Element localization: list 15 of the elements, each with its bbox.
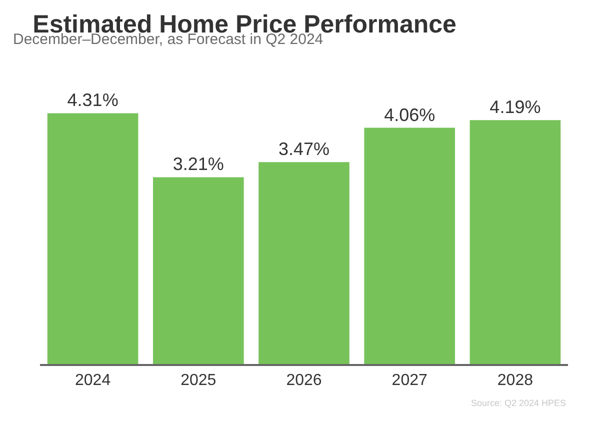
x-tick-label: 2026 [286,372,322,389]
bar [364,128,456,364]
bar [470,120,561,364]
data-label: 4.06% [384,104,436,125]
data-label: 4.19% [490,97,541,118]
x-tick-label: 2024 [75,372,111,389]
x-tick-label: 2025 [180,372,216,389]
x-tick-label: 2027 [392,372,428,389]
x-tick-label: 2028 [497,372,534,389]
data-label: 4.31% [67,90,118,110]
bar [47,113,138,364]
bar [152,177,244,364]
data-label: 3.47% [278,139,330,160]
data-label: 3.21% [172,154,224,174]
bar [258,162,350,364]
